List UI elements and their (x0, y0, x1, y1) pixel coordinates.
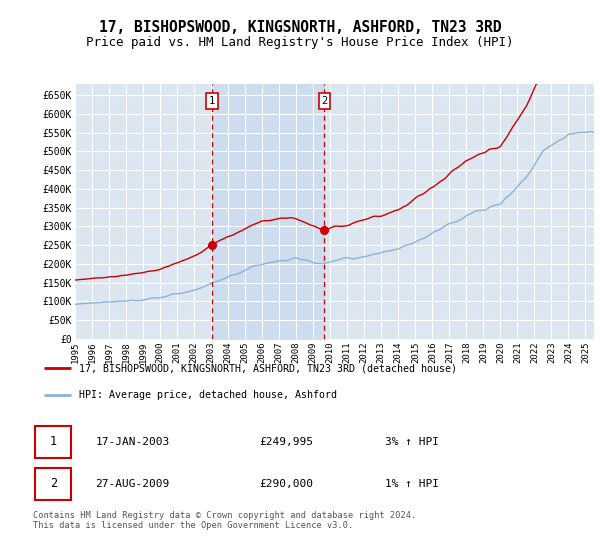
Text: Contains HM Land Registry data © Crown copyright and database right 2024.
This d: Contains HM Land Registry data © Crown c… (33, 511, 416, 530)
Text: 1: 1 (209, 96, 215, 106)
Text: HPI: Average price, detached house, Ashford: HPI: Average price, detached house, Ashf… (79, 390, 337, 400)
Text: 17, BISHOPSWOOD, KINGSNORTH, ASHFORD, TN23 3RD (detached house): 17, BISHOPSWOOD, KINGSNORTH, ASHFORD, TN… (79, 363, 457, 373)
Text: 17-JAN-2003: 17-JAN-2003 (95, 437, 170, 447)
Text: 1% ↑ HPI: 1% ↑ HPI (385, 479, 439, 489)
Text: Price paid vs. HM Land Registry's House Price Index (HPI): Price paid vs. HM Land Registry's House … (86, 36, 514, 49)
FancyBboxPatch shape (35, 468, 71, 500)
Text: 2: 2 (321, 96, 328, 106)
Text: £290,000: £290,000 (259, 479, 313, 489)
Text: 17, BISHOPSWOOD, KINGSNORTH, ASHFORD, TN23 3RD: 17, BISHOPSWOOD, KINGSNORTH, ASHFORD, TN… (99, 20, 501, 35)
Text: 1: 1 (50, 435, 57, 449)
FancyBboxPatch shape (35, 426, 71, 458)
Text: 27-AUG-2009: 27-AUG-2009 (95, 479, 170, 489)
Text: 3% ↑ HPI: 3% ↑ HPI (385, 437, 439, 447)
Text: 2: 2 (50, 477, 57, 491)
Text: £249,995: £249,995 (259, 437, 313, 447)
